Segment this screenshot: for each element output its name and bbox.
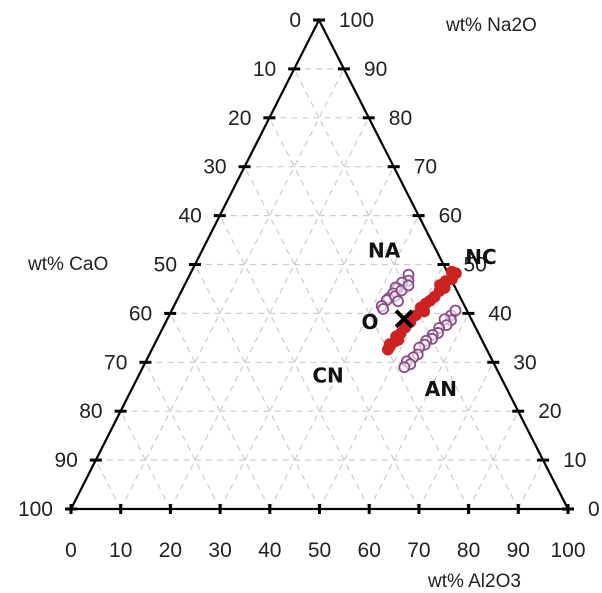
- bottom-tick-label: 100: [550, 539, 585, 562]
- left-tick-label: 10: [253, 58, 276, 81]
- bottom-tick-label: 50: [308, 539, 331, 562]
- data-point-nc: [434, 279, 446, 291]
- right-tick-label: 0: [588, 498, 600, 521]
- right-tick-label: 80: [389, 107, 412, 130]
- grid-line-al2o3: [468, 410, 519, 510]
- grid-line-cao: [268, 117, 470, 510]
- left-tick-label: 20: [228, 107, 251, 130]
- right-axis-title: wt% Na2O: [445, 15, 537, 36]
- right-tick-label: 60: [439, 205, 462, 228]
- data-point-cn: [382, 343, 394, 356]
- left-tick-label: 70: [104, 351, 127, 374]
- grid-line-al2o3: [318, 264, 445, 510]
- grid-line-al2o3: [120, 68, 345, 510]
- cluster-label-nc: NC: [465, 245, 496, 269]
- cluster-label-na: NA: [368, 238, 401, 262]
- bottom-tick-label: 40: [258, 539, 281, 562]
- grid-line-al2o3: [368, 313, 469, 510]
- cluster-label-cn: CN: [312, 364, 343, 388]
- left-tick-label: 40: [178, 205, 201, 228]
- data-point-na: [402, 279, 415, 292]
- right-tick-label: 20: [538, 400, 561, 423]
- grid-line-al2o3: [219, 166, 395, 510]
- right-tick-label: 100: [339, 9, 374, 32]
- data-point-nc: [445, 265, 458, 278]
- data-point-cn: [392, 333, 405, 346]
- bottom-tick-label: 20: [159, 539, 182, 562]
- left-tick-label: 30: [203, 156, 226, 179]
- left-tick-label: 100: [18, 498, 53, 521]
- origin-cross-marker: [394, 309, 414, 329]
- grid-line-cao: [244, 166, 420, 510]
- left-tick-label: 0: [289, 9, 301, 32]
- right-tick-label: 40: [488, 302, 511, 325]
- left-axis-title: wt% CaO: [27, 254, 108, 275]
- bottom-tick-label: 60: [358, 539, 381, 562]
- grid-line-cao: [120, 410, 171, 510]
- right-tick-label: 10: [563, 449, 586, 472]
- cluster-label-o: O: [361, 310, 378, 334]
- left-tick-label: 60: [129, 302, 152, 325]
- grid-line-cao: [95, 459, 122, 510]
- tick-marks: [65, 18, 574, 514]
- bottom-tick-label: 0: [65, 539, 77, 562]
- grid-layer: [95, 68, 544, 510]
- grid-line-al2o3: [517, 459, 544, 510]
- grid-line-cao: [169, 313, 271, 510]
- right-tick-label: 70: [414, 156, 437, 179]
- grid-line-al2o3: [169, 117, 370, 510]
- data-point-an: [449, 304, 462, 317]
- data-point-na: [392, 295, 404, 308]
- data-point-an: [398, 361, 411, 374]
- data-point-nc: [414, 301, 427, 314]
- bottom-tick-label: 10: [109, 539, 132, 562]
- bottom-tick-label: 30: [208, 539, 231, 562]
- cluster-label-an: AN: [425, 377, 457, 401]
- bottom-tick-label: 70: [407, 539, 430, 562]
- left-tick-label: 80: [79, 400, 102, 423]
- left-tick-label: 50: [154, 254, 177, 277]
- annotations: NA NC O CN AN: [312, 238, 496, 401]
- data-point-na: [377, 303, 390, 315]
- grid-line-cao: [144, 362, 221, 510]
- left-tick-label: 90: [54, 449, 77, 472]
- right-tick-label: 90: [364, 58, 387, 81]
- grid-line-cao: [194, 264, 321, 510]
- bottom-tick-label: 90: [507, 539, 530, 562]
- right-tick-label: 50: [464, 254, 487, 277]
- data-points: [375, 265, 462, 374]
- grid-line-al2o3: [418, 362, 494, 510]
- bottom-tick-label: 80: [457, 539, 480, 562]
- right-tick-label: 30: [513, 351, 536, 374]
- bottom-axis-title: wt% Al2O3: [427, 571, 521, 592]
